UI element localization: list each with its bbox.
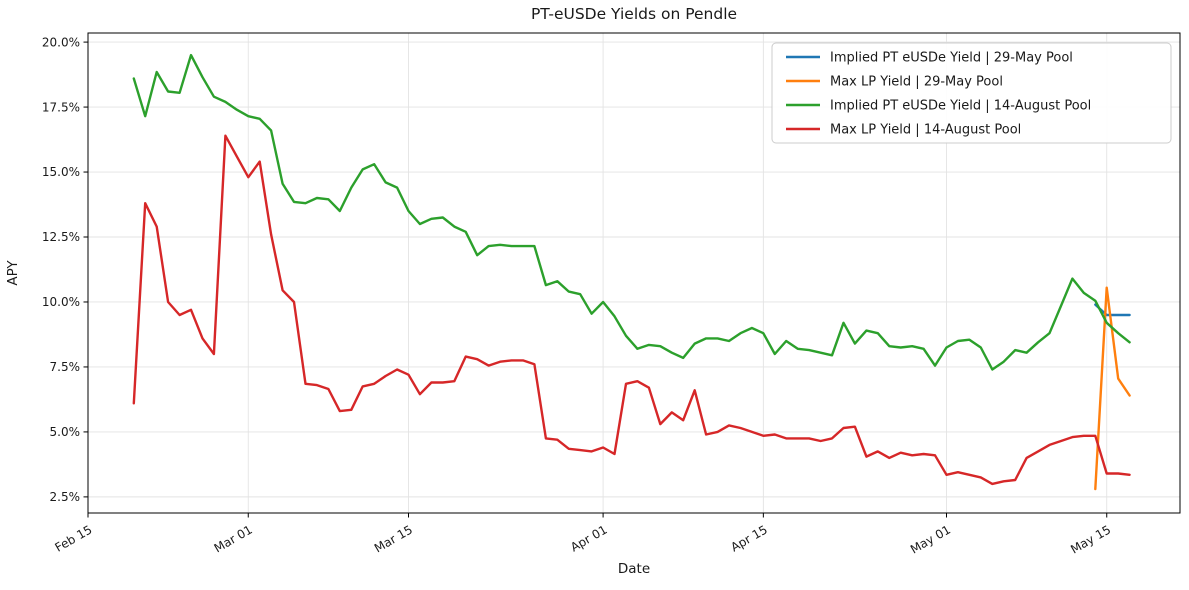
plot-border: [87, 32, 1181, 514]
y-tick-label: 12.5%: [42, 230, 80, 244]
x-axis-label: Date: [618, 561, 650, 577]
legend-label: Implied PT eUSDe Yield | 14-August Pool: [830, 99, 1091, 114]
y-tick-label: 10.0%: [42, 295, 80, 309]
chart-title: PT-eUSDe Yields on Pendle: [531, 5, 737, 23]
legend-item: Implied PT eUSDe Yield | 29-May Pool: [786, 51, 1073, 66]
legend-item: Max LP Yield | 14-August Pool: [786, 123, 1021, 138]
y-tick-label: 2.5%: [50, 490, 81, 504]
legend-label: Max LP Yield | 14-August Pool: [830, 123, 1021, 138]
legend-item: Max LP Yield | 29-May Pool: [786, 75, 1003, 90]
y-tick-label: 17.5%: [42, 100, 80, 114]
y-tick-label: 15.0%: [42, 165, 80, 179]
series-line-3: [132, 134, 1131, 486]
legend-box: [771, 42, 1172, 144]
y-axis-label: APY: [5, 260, 21, 286]
legend-label: Implied PT eUSDe Yield | 29-May Pool: [830, 51, 1073, 66]
series-line-2: [132, 53, 1131, 371]
legend-label: Max LP Yield | 29-May Pool: [830, 75, 1003, 90]
series-layer: [132, 53, 1131, 491]
y-tick-label: 5.0%: [50, 425, 81, 439]
legend-item: Implied PT eUSDe Yield | 14-August Pool: [786, 99, 1091, 114]
series-line-1: [1094, 286, 1131, 491]
y-tick-label: 7.5%: [50, 360, 81, 374]
y-tick-label: 20.0%: [42, 35, 80, 49]
legend: Implied PT eUSDe Yield | 29-May Pool Max …: [771, 42, 1172, 144]
